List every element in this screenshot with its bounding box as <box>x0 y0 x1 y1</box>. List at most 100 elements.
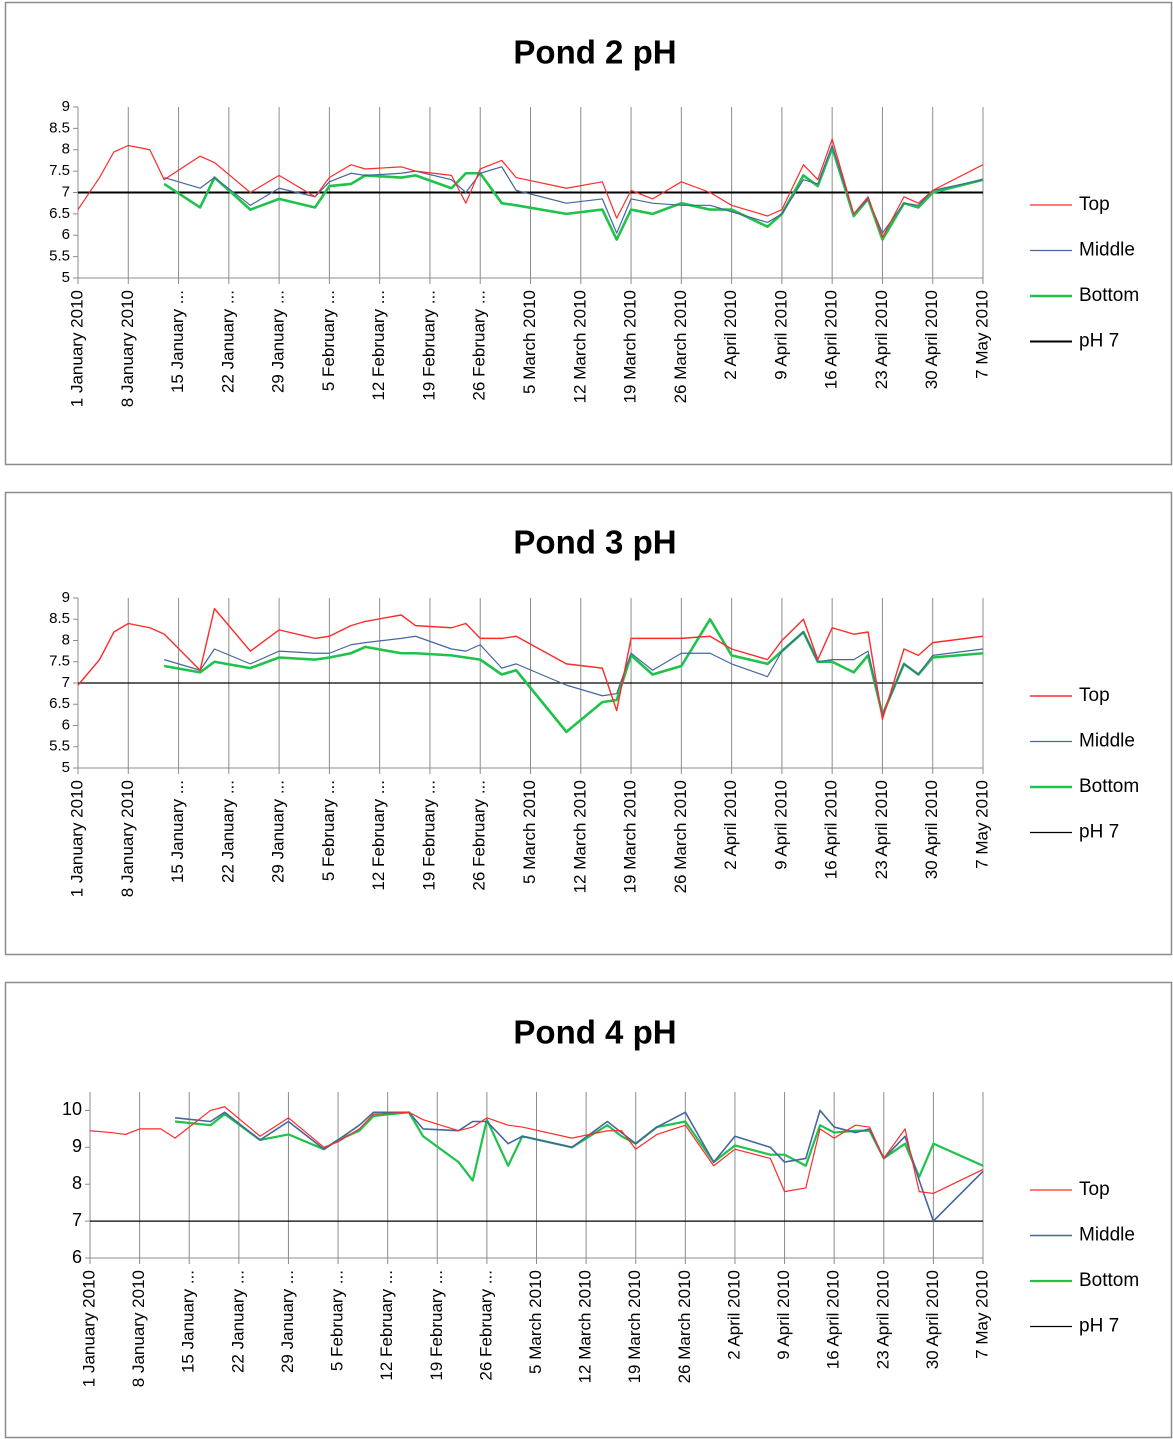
y-tick-label: 6.5 <box>49 695 70 712</box>
legend-label: pH 7 <box>1079 1316 1119 1337</box>
x-tick-label: 19 March 2010 <box>621 780 640 893</box>
series-line <box>174 1109 984 1222</box>
legend-label: Bottom <box>1079 1270 1139 1291</box>
x-tick-label: 2 April 2010 <box>724 1270 743 1360</box>
x-tick-label: 1 January 2010 <box>67 290 86 407</box>
x-tick-label: 30 April 2010 <box>922 780 941 879</box>
legend-label: Middle <box>1079 1225 1135 1246</box>
x-tick-label: 22 January ... <box>228 1270 247 1373</box>
x-tick-label: 2 April 2010 <box>721 780 740 870</box>
x-tick-label: 5 February ... <box>319 290 338 391</box>
x-tick-label: 30 April 2010 <box>922 290 941 389</box>
x-tick-label: 26 February ... <box>470 290 489 401</box>
x-tick-label: 12 February ... <box>369 780 388 891</box>
y-tick-label: 7.5 <box>49 653 70 670</box>
series-line <box>163 617 984 734</box>
legend-label: Middle <box>1079 731 1135 752</box>
x-tick-label: 5 March 2010 <box>520 780 539 884</box>
y-tick-label: 6 <box>72 1247 82 1267</box>
chart-panel: Pond 4 pH 1 January 2010 8 January 2010 15 … <box>4 981 1173 1439</box>
x-tick-label: 22 January ... <box>218 290 237 393</box>
y-tick-label: 7.5 <box>49 162 70 179</box>
series-line <box>77 607 984 720</box>
y-tick-label: 7 <box>62 183 70 200</box>
x-tick-label: 16 April 2010 <box>822 290 841 389</box>
y-tick-label: 5.5 <box>49 248 70 265</box>
y-tick-label: 8 <box>62 631 70 648</box>
x-tick-label: 30 April 2010 <box>923 1270 942 1369</box>
x-tick-label: 5 February ... <box>328 1270 347 1371</box>
x-tick-label: 9 April 2010 <box>771 290 790 380</box>
x-tick-label: 29 January ... <box>278 1270 297 1373</box>
legend-label: Top <box>1079 1179 1110 1200</box>
x-tick-label: 23 April 2010 <box>872 780 891 879</box>
x-tick-label: 2 April 2010 <box>721 290 740 380</box>
legend-label: pH 7 <box>1079 822 1119 843</box>
x-tick-label: 12 March 2010 <box>576 1270 595 1383</box>
x-tick-label: 22 January ... <box>218 780 237 883</box>
panel-frame <box>4 491 1173 956</box>
y-tick-label: 5.5 <box>49 738 70 755</box>
legend-label: Bottom <box>1079 285 1139 306</box>
panel-frame <box>4 1 1173 466</box>
x-tick-label: 29 January ... <box>269 780 288 883</box>
x-tick-label: 7 May 2010 <box>972 1270 991 1359</box>
x-tick-label: 16 April 2010 <box>822 780 841 879</box>
y-tick-label: 8.5 <box>49 610 70 627</box>
legend-label: Bottom <box>1079 776 1139 797</box>
x-tick-label: 5 March 2010 <box>526 1270 545 1374</box>
x-tick-label: 19 February ... <box>419 780 438 891</box>
x-tick-label: 19 February ... <box>419 290 438 401</box>
series-line <box>77 138 984 238</box>
y-tick-label: 6 <box>62 716 70 733</box>
x-tick-label: 7 May 2010 <box>972 780 991 869</box>
y-tick-label: 8 <box>62 141 70 158</box>
x-tick-label: 15 January ... <box>168 780 187 883</box>
y-tick-label: 5 <box>62 269 70 286</box>
y-tick-label: 9 <box>62 589 70 606</box>
legend-label: Middle <box>1079 240 1135 261</box>
y-tick-label: 7 <box>72 1210 82 1230</box>
series-line <box>163 146 984 241</box>
y-tick-label: 10 <box>62 1099 82 1119</box>
x-tick-label: 23 April 2010 <box>873 1270 892 1369</box>
x-tick-label: 26 March 2010 <box>671 290 690 403</box>
y-tick-label: 7 <box>62 674 70 691</box>
y-tick-label: 5 <box>62 759 70 776</box>
legend-label: Top <box>1079 685 1110 706</box>
x-tick-label: 12 March 2010 <box>570 780 589 893</box>
y-tick-label: 9 <box>72 1136 82 1156</box>
x-tick-label: 15 January ... <box>168 290 187 393</box>
y-tick-label: 9 <box>62 98 70 115</box>
x-tick-label: 16 April 2010 <box>824 1270 843 1369</box>
chart-title: Pond 4 pH <box>513 1014 676 1051</box>
x-tick-label: 5 February ... <box>319 780 338 881</box>
x-tick-label: 26 February ... <box>470 780 489 891</box>
legend-label: Top <box>1079 194 1110 215</box>
x-tick-label: 12 February ... <box>377 1270 396 1381</box>
x-tick-label: 23 April 2010 <box>872 290 891 389</box>
series-line <box>89 1106 984 1195</box>
x-tick-label: 26 March 2010 <box>671 780 690 893</box>
panel-frame <box>4 981 1173 1439</box>
chart-panel: Pond 2 pH 1 January 2010 8 January 2010 15 … <box>4 1 1173 466</box>
x-tick-label: 9 April 2010 <box>771 780 790 870</box>
x-tick-label: 5 March 2010 <box>520 290 539 394</box>
y-tick-label: 6.5 <box>49 205 70 222</box>
x-tick-label: 26 February ... <box>476 1270 495 1381</box>
x-tick-label: 9 April 2010 <box>774 1270 793 1360</box>
x-tick-label: 12 February ... <box>369 290 388 401</box>
x-tick-label: 1 January 2010 <box>79 1270 98 1387</box>
x-tick-label: 1 January 2010 <box>67 780 86 897</box>
x-tick-label: 7 May 2010 <box>972 290 991 379</box>
chart-title: Pond 2 pH <box>513 34 676 71</box>
x-tick-label: 8 January 2010 <box>118 780 137 897</box>
y-tick-label: 8 <box>72 1173 82 1193</box>
y-tick-label: 8.5 <box>49 119 70 136</box>
series-line <box>164 631 984 716</box>
y-tick-label: 6 <box>62 226 70 243</box>
x-tick-label: 19 February ... <box>427 1270 446 1381</box>
chart-panel: Pond 3 pH 1 January 2010 8 January 2010 15 … <box>4 491 1173 956</box>
x-tick-label: 8 January 2010 <box>129 1270 148 1387</box>
